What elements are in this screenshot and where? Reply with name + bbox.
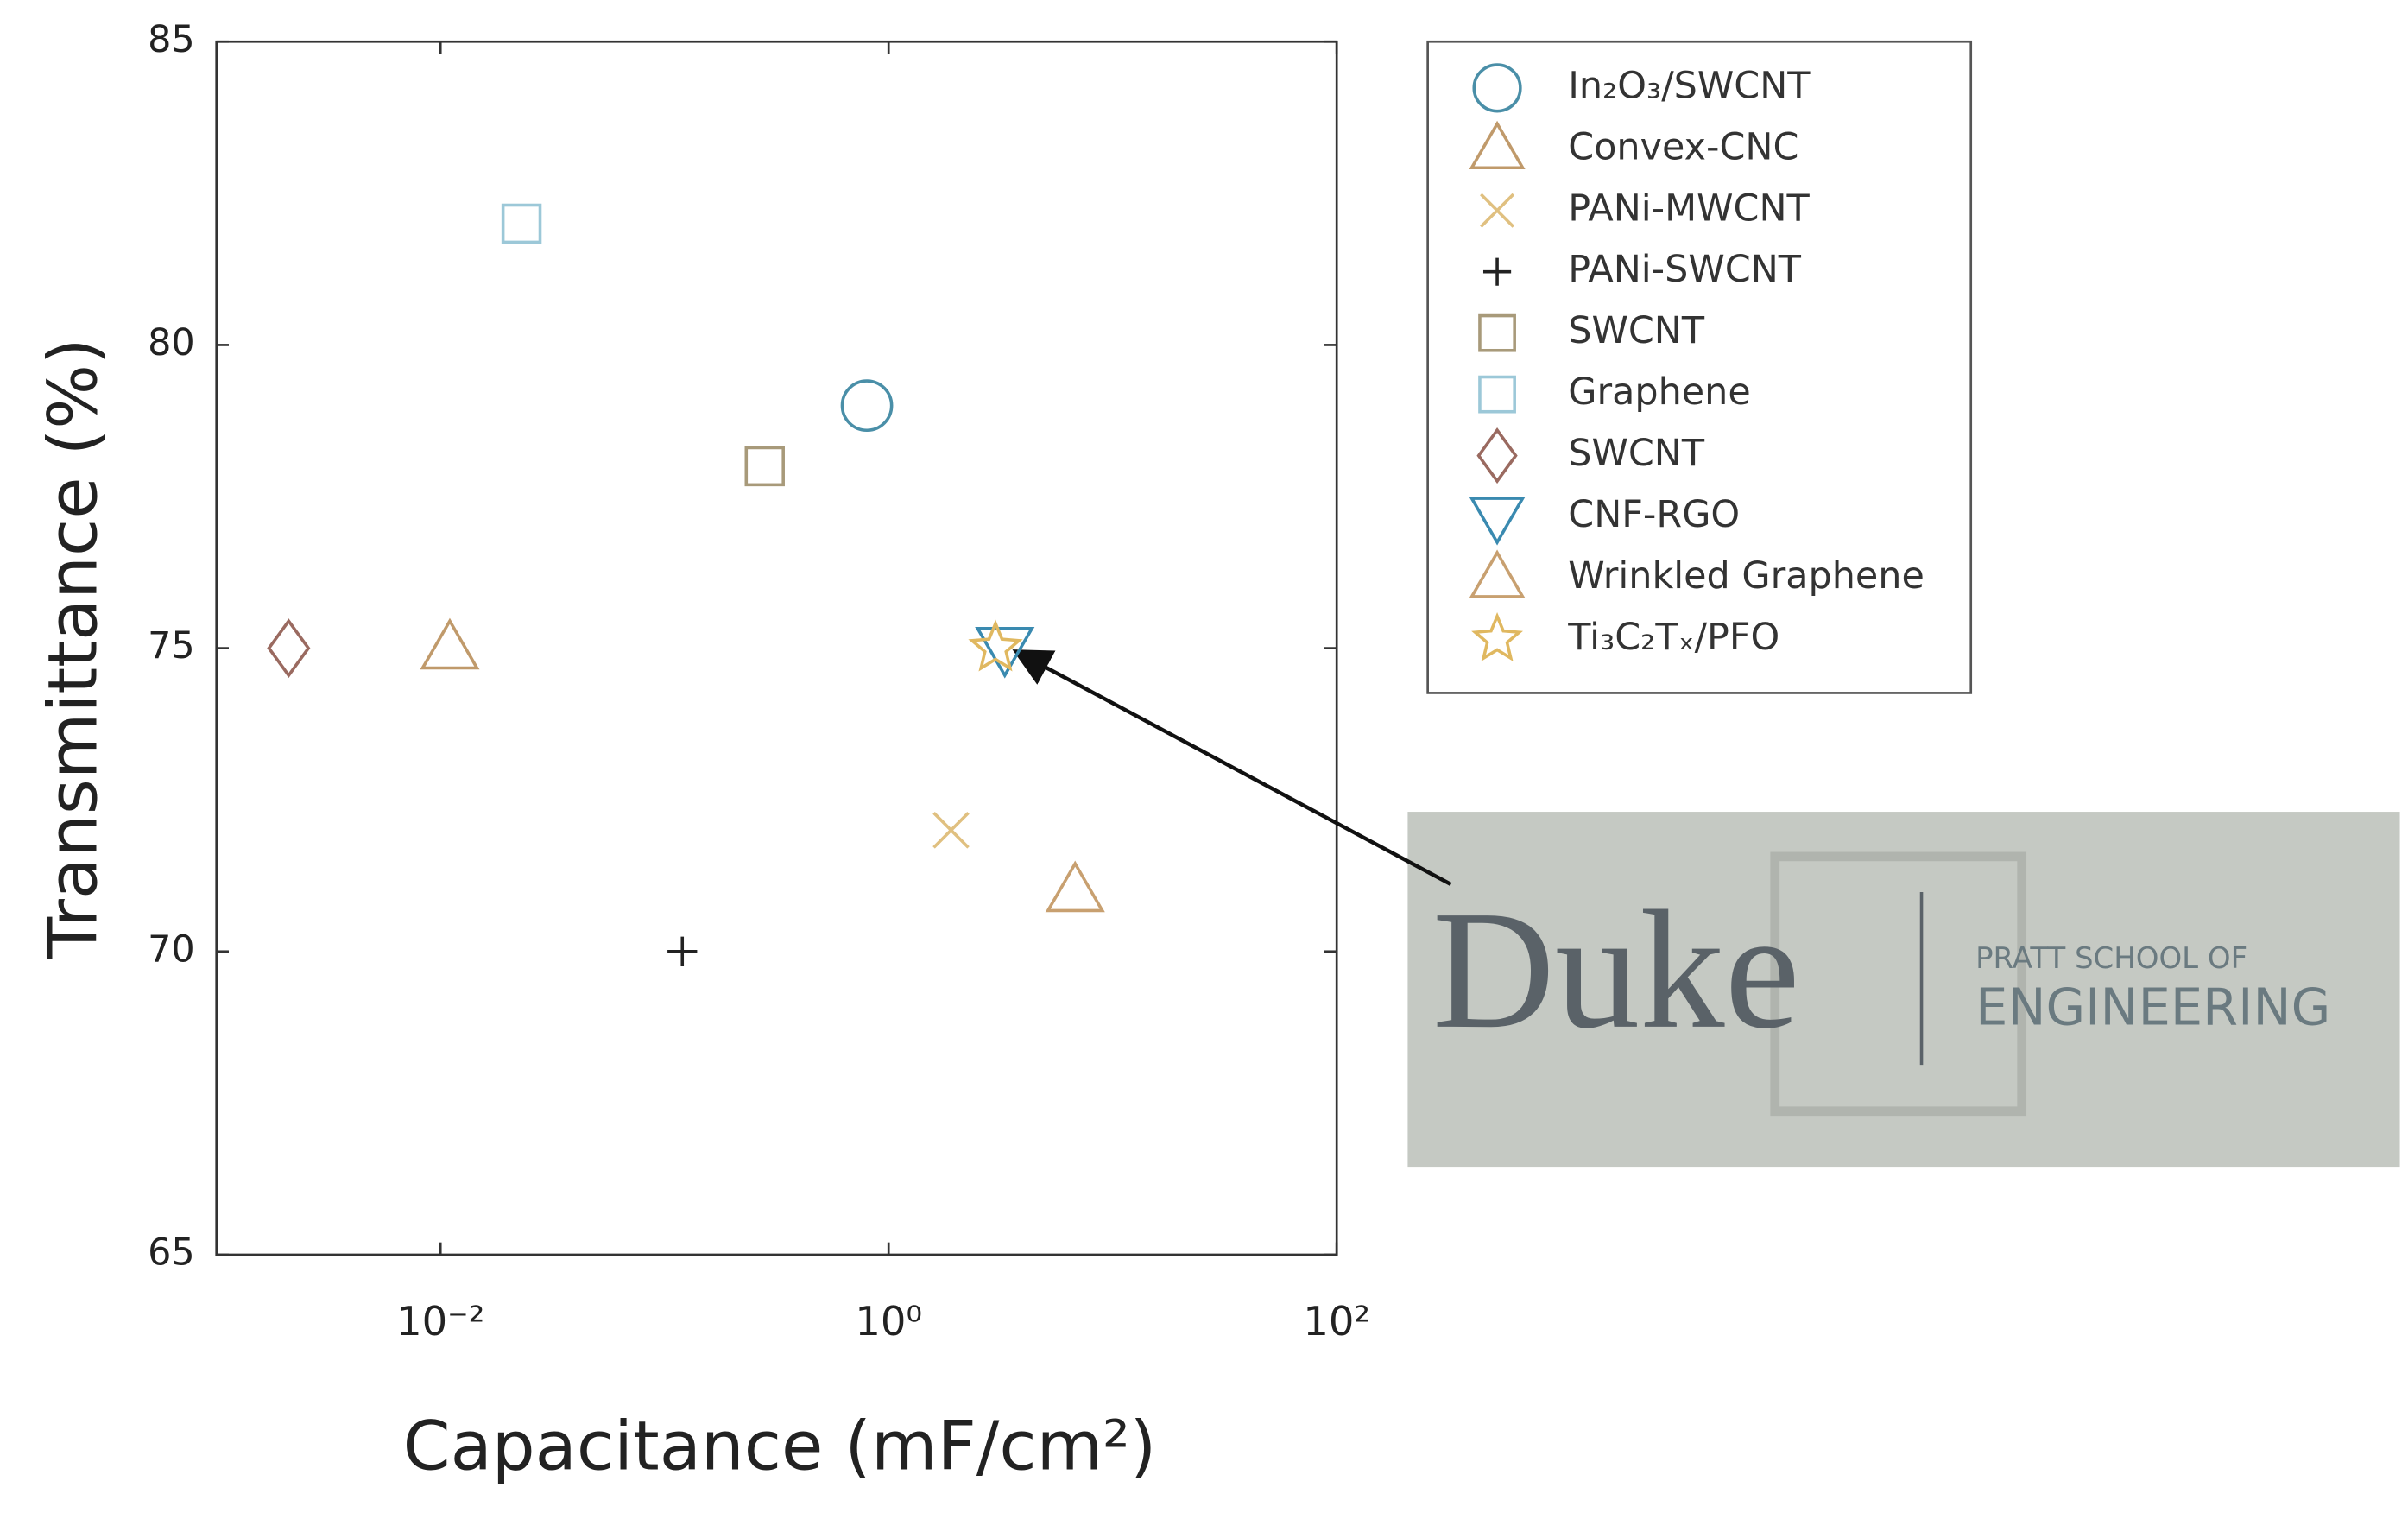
data-point <box>1045 860 1105 913</box>
legend-label: Graphene <box>1568 370 1750 414</box>
data-point <box>840 379 894 433</box>
legend-label: CNF-RGO <box>1568 493 1740 536</box>
legend-marker <box>1471 611 1523 661</box>
y-tick-label: 75 <box>148 624 195 668</box>
legend-label: Ti₃C₂Tₓ/PFO <box>1567 616 1779 659</box>
legend-label: PANi-SWCNT <box>1568 248 1802 291</box>
y-axis-title: Transmittance (%) <box>33 338 112 959</box>
legend-marker <box>1469 549 1526 598</box>
legend-box <box>1426 40 1973 694</box>
logo: Duke PRATT SCHOOL OF ENGINEERING <box>1407 812 2400 1168</box>
data-point <box>501 203 542 244</box>
data-point <box>975 626 1035 679</box>
legend-label: PANi-MWCNT <box>1568 187 1810 230</box>
data-point <box>968 619 1023 672</box>
logo-frame <box>1770 851 2027 1117</box>
legend-marker <box>1476 427 1518 484</box>
data-point <box>667 936 698 966</box>
data-point <box>420 617 480 670</box>
legend-label: In₂O₃/SWCNT <box>1568 64 1811 107</box>
x-tick-label: 10² <box>1303 1298 1370 1345</box>
x-tick-label: 10⁰ <box>855 1298 922 1345</box>
legend-marker <box>1469 120 1526 170</box>
y-tick-label: 70 <box>148 927 195 971</box>
legend-label: Wrinkled Graphene <box>1568 554 1925 598</box>
data-point <box>267 618 311 679</box>
legend-label: SWCNT <box>1568 432 1705 475</box>
legend-label: SWCNT <box>1568 309 1705 352</box>
legend-marker <box>1480 193 1515 228</box>
logo-school: PRATT SCHOOL OF <box>1975 941 2247 976</box>
logo-division: ENGINEERING <box>1975 978 2330 1037</box>
x-axis-title: Capacitance (mF/cm²) <box>403 1406 1157 1485</box>
legend-marker <box>1478 313 1516 352</box>
x-tick-label: 10⁻² <box>396 1298 484 1345</box>
plot-frame <box>215 40 1338 1256</box>
data-point <box>744 446 785 487</box>
legend-marker <box>1469 497 1526 546</box>
y-tick-label: 80 <box>148 321 195 364</box>
legend-marker <box>1478 375 1516 414</box>
legend-marker <box>1482 257 1512 286</box>
y-tick-label: 65 <box>148 1231 195 1274</box>
data-point <box>932 812 970 849</box>
logo-name: Duke <box>1432 876 1800 1064</box>
legend-marker <box>1472 63 1522 113</box>
y-tick-label: 85 <box>148 18 195 61</box>
legend-label: Convex-CNC <box>1568 125 1798 168</box>
annotation-arrow <box>1012 649 1452 887</box>
